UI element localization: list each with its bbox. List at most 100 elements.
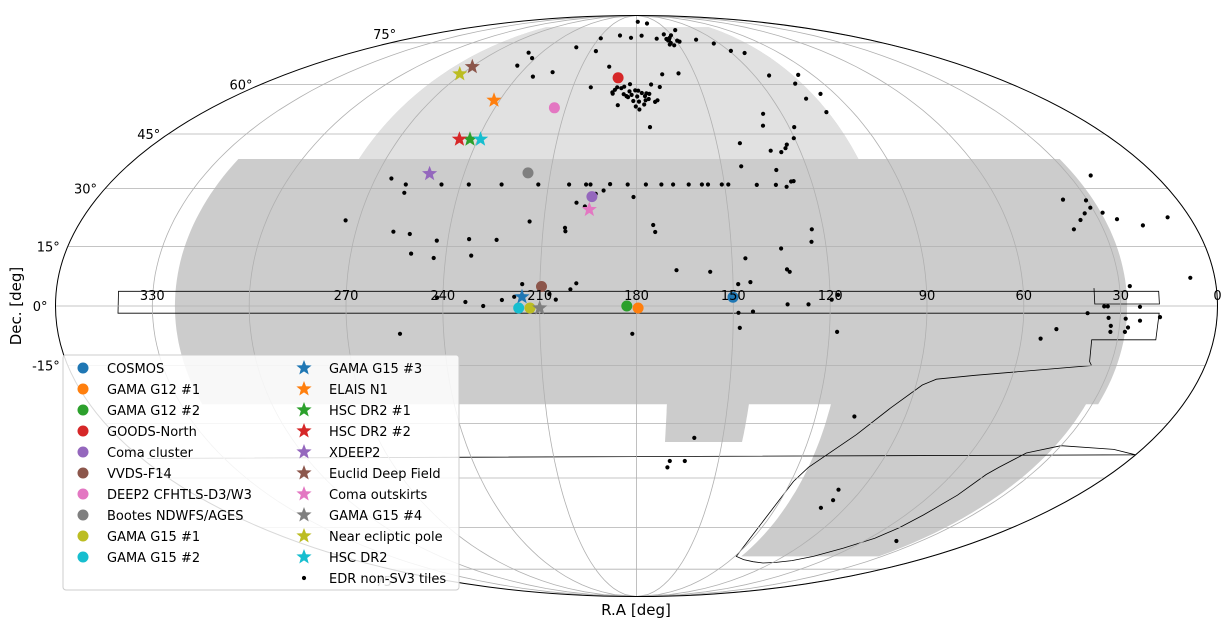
ra-tick-label: 90 [919,289,936,304]
tile-point [536,182,541,187]
tile-point [806,302,811,307]
tile-point [647,91,652,96]
tile-point [435,295,440,300]
legend-label: ELAIS N1 [329,383,388,398]
ra-tick-label: 30 [1112,289,1129,304]
ra-tick-label: 0 [1213,289,1221,304]
tile-point [1100,210,1105,215]
field-marker-gama-g12-1 [632,302,644,314]
legend-entry-gama-g15-4: GAMA G15 #4 [296,507,422,524]
tile-point [774,167,779,173]
tile-point [672,43,677,48]
legend-entry-gama-g12-2: GAMA G12 #2 [77,404,200,419]
tile-point [574,281,579,286]
tile-point [469,253,474,258]
tile-point [692,435,697,440]
tile-point [391,229,396,234]
legend-marker [301,575,307,581]
tile-point [593,49,599,54]
legend-label: GAMA G15 #3 [329,362,422,377]
tile-point [653,229,658,235]
legend-marker [296,444,312,459]
tile-point [785,302,790,307]
tile-point [767,73,772,78]
tile-point [831,498,836,503]
tile-point [635,94,640,99]
tile-point [530,74,536,79]
tile-point [646,96,651,102]
tile-point [779,246,784,251]
tile-point [1137,318,1143,323]
legend-entry-bootes-ndwfs-ages: Bootes NDWFS/AGES [77,509,244,524]
tile-point [824,110,829,115]
legend-marker [77,446,89,458]
tile-point [526,50,531,55]
tile-point [636,88,641,93]
field-star-euclid-deep-field [464,58,480,74]
tile-point [668,40,673,46]
field-star-near-ecliptic-pole [452,66,468,81]
tile-point [1088,173,1093,178]
tile-point [737,325,742,330]
tile-point [719,182,724,187]
tile-point [607,64,612,69]
legend-marker [296,423,312,438]
legend-label: GAMA G12 #1 [107,383,200,398]
tile-point [1165,215,1170,220]
tile-point [627,89,632,94]
tile-point [818,91,823,96]
tile-point [463,299,468,305]
tile-point [598,36,603,41]
legend-label: Coma outskirts [329,488,427,503]
tile-point [760,123,766,128]
tile-point [726,182,731,187]
tile-point [784,184,789,189]
dec-tick-label: 60° [229,79,252,94]
tile-point [601,188,606,193]
tile-point [743,256,748,261]
tile-point [1106,315,1111,320]
tile-point [671,182,676,187]
field-star-hsc-dr2 [472,131,489,146]
tile-point [784,142,789,147]
legend-marker [296,486,312,501]
tile-point [1071,227,1076,232]
tile-point [1125,325,1131,330]
tile-point [654,36,659,41]
tile-point [527,219,532,224]
field-star-gama-g15-4 [532,300,548,315]
tile-point [829,297,834,302]
ra-tick-label: 240 [430,289,455,304]
field-marker-deep2-cfhtls-d3-w3 [548,102,560,114]
tile-point [530,56,535,61]
tile-point [804,96,809,101]
tile-point [619,86,624,91]
tile-point [1083,198,1089,203]
tile-point [625,182,630,187]
legend-entry-euclid-deep-field: Euclid Deep Field [296,465,441,482]
tile-point [1122,329,1127,334]
ra-tick-label: 210 [527,289,552,304]
legend-entry-deep2-cfhtls-d3-w3: DEEP2 CFHTLS-D3/W3 [77,488,252,503]
tile-point [699,182,705,187]
ra-tick-label: 180 [624,289,649,304]
tile-point [686,182,691,187]
tile-point [629,92,634,97]
tile-point [818,505,824,510]
tile-point [1085,311,1090,316]
tile-point [783,146,788,151]
tile-point [467,237,472,242]
ra-tick-label: 270 [334,289,359,304]
tile-point [791,179,796,184]
tile-point [835,329,840,334]
tile-point [515,63,520,68]
legend-entry-hsc-dr2-2: HSC DR2 #2 [296,423,411,440]
field-star-hsc-dr2-1 [462,131,478,146]
legend-marker [77,383,89,395]
tile-point [1140,223,1145,228]
legend-entry-xdeep2: XDEEP2 [296,444,380,461]
tile-point [1108,329,1113,334]
tile-point [1060,197,1066,202]
tile-point [574,200,579,205]
